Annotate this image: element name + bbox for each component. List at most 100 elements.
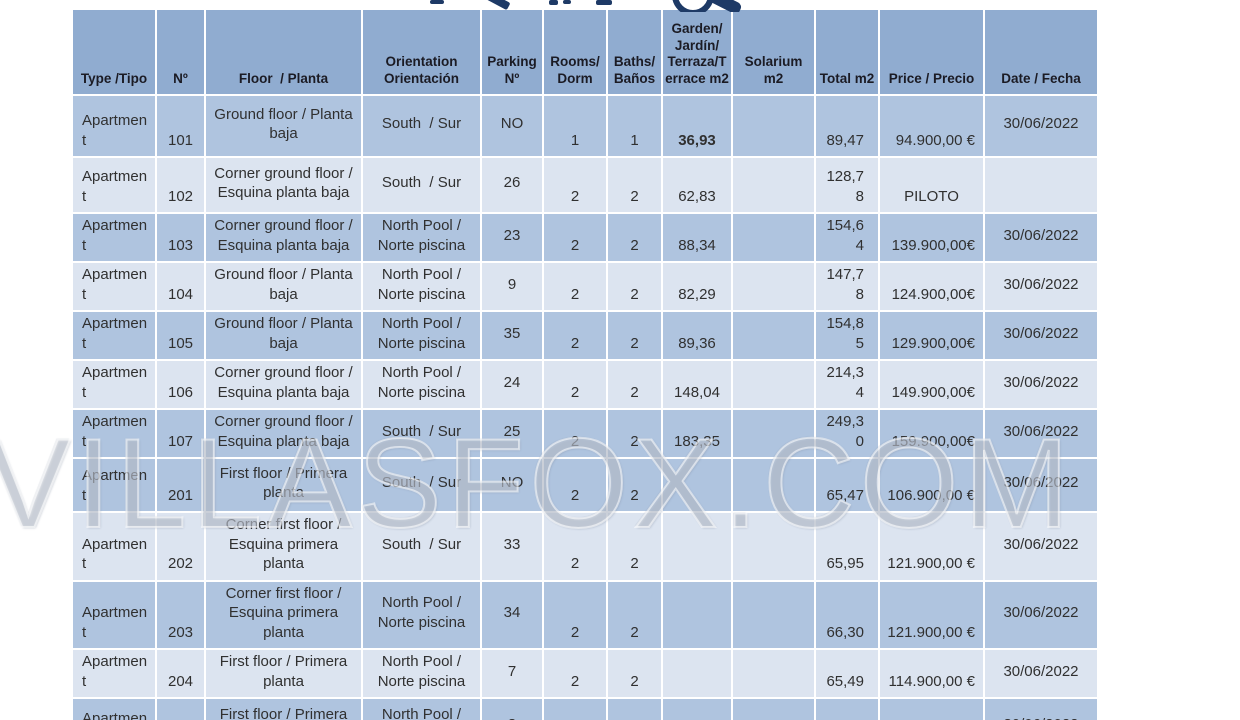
cell-garden: 88,34	[661, 212, 733, 263]
cell-date: 30/06/2022	[983, 310, 1099, 361]
logo-letter-fragment	[596, 0, 612, 5]
cell-num: 205	[155, 697, 206, 720]
cell-price: 129.900,00€	[878, 310, 985, 361]
cell-num: 204	[155, 648, 206, 699]
cell-solarium	[731, 359, 816, 410]
cell-price: 114.900,00 €	[878, 648, 985, 699]
cell-price: 139.900,00€	[878, 212, 985, 263]
cell-rooms: 2	[542, 408, 608, 459]
cell-price: 114.900,00 €	[878, 697, 985, 720]
cell-orientation: North Pool / Norte piscina	[361, 359, 482, 410]
cell-price: 121.900,00 €	[878, 511, 985, 582]
cell-date: 30/06/2022	[983, 511, 1099, 582]
cell-rooms: 2	[542, 648, 608, 699]
cell-solarium	[731, 648, 816, 699]
cell-orientation: North Pool / Norte piscina	[361, 697, 482, 720]
cell-num: 201	[155, 457, 206, 513]
cell-price: 149.900,00€	[878, 359, 985, 410]
cell-parking: 35	[480, 310, 544, 361]
cell-floor: Ground floor / Planta baja	[204, 310, 363, 361]
cell-baths: 1	[606, 94, 663, 158]
cell-baths: 2	[606, 408, 663, 459]
cell-orientation: South / Sur	[361, 94, 482, 158]
cell-rooms: 2	[542, 156, 608, 214]
cell-num: 103	[155, 212, 206, 263]
cell-date	[983, 156, 1099, 214]
cell-garden: 148,04	[661, 359, 733, 410]
cell-date: 30/06/2022	[983, 408, 1099, 459]
cell-garden	[661, 648, 733, 699]
cell-type: Apartment	[71, 156, 157, 214]
cell-solarium	[731, 212, 816, 263]
cell-solarium	[731, 261, 816, 312]
cell-date: 30/06/2022	[983, 261, 1099, 312]
cell-type: Apartment	[71, 359, 157, 410]
header-row: Type /Tipo Nº Floor / Planta Orientation Or…	[71, 8, 1099, 96]
cell-rooms: 2	[542, 579, 608, 650]
cell-garden	[661, 511, 733, 582]
table-row: Apartment205First floor / Primera planta…	[71, 697, 1099, 720]
col-header-type: Type /Tipo	[71, 8, 157, 96]
table-row: Apartment 203 Corner first floor / Esquina…	[71, 579, 1099, 650]
cell-rooms: 2	[542, 457, 608, 513]
cell-date: 30/06/2022	[983, 648, 1099, 699]
col-header-date: Date / Fecha	[983, 8, 1099, 96]
cell-garden	[661, 457, 733, 513]
table-row: Apartment 103 Corner ground floor / Esquin…	[71, 212, 1099, 263]
logo-letter-fragment	[485, 0, 511, 11]
cell-floor: Corner first floor / Esquina primera pla…	[204, 579, 363, 650]
col-header-parking: Parking Nº	[480, 8, 544, 96]
cell-baths: 2	[606, 156, 663, 214]
cell-floor: Corner first floor / Esquina primera pla…	[204, 511, 363, 582]
cell-total: 154,85	[814, 310, 880, 361]
cell-rooms: 2	[542, 359, 608, 410]
cell-orientation: South / Sur	[361, 156, 482, 214]
cell-num: 107	[155, 408, 206, 459]
cell-date: 30/06/2022	[983, 579, 1099, 650]
cell-parking: NO	[480, 457, 544, 513]
cell-garden: 62,83	[661, 156, 733, 214]
cell-solarium	[731, 408, 816, 459]
col-header-solarium: Solarium m2	[731, 8, 816, 96]
cell-solarium	[731, 579, 816, 650]
col-header-baths: Baths/ Baños	[606, 8, 663, 96]
logo-letter-fragment	[563, 0, 571, 4]
cell-garden: 89,36	[661, 310, 733, 361]
cell-orientation: North Pool / Norte piscina	[361, 648, 482, 699]
cell-num: 106	[155, 359, 206, 410]
table-row: Apartment 204 First floor / Primera planta…	[71, 648, 1099, 699]
cell-rooms: 2	[542, 697, 608, 720]
cell-price: 94.900,00 €	[878, 94, 985, 158]
cell-type: Apartment	[71, 408, 157, 459]
cell-type: Apartment	[71, 697, 157, 720]
cell-price: 124.900,00€	[878, 261, 985, 312]
cell-type: Apartment	[71, 94, 157, 158]
cell-floor: First floor / Primera planta	[204, 457, 363, 513]
cell-price: 159.900,00€	[878, 408, 985, 459]
cell-floor: Corner ground floor / Esquina planta baj…	[204, 212, 363, 263]
col-header-floor: Floor / Planta	[204, 8, 363, 96]
cell-type: Apartment	[71, 511, 157, 582]
cell-date: 30/06/2022	[983, 457, 1099, 513]
table-row: Apartment 105 Ground floor / Planta baja No…	[71, 310, 1099, 361]
cell-solarium	[731, 310, 816, 361]
cell-solarium	[731, 457, 816, 513]
col-header-orientation: Orientation Orientación	[361, 8, 482, 96]
cell-date: 30/06/2022	[983, 359, 1099, 410]
col-header-total: Total m2	[814, 8, 880, 96]
cell-parking: 34	[480, 579, 544, 650]
table-row: Apartment 102 Corner ground floor / Esquin…	[71, 156, 1099, 214]
cell-price: 121.900,00 €	[878, 579, 985, 650]
cell-orientation: North Pool / Norte piscina	[361, 212, 482, 263]
cell-type: Apartment	[71, 457, 157, 513]
cell-floor: Corner ground floor / Esquina planta baj…	[204, 156, 363, 214]
cell-num: 101	[155, 94, 206, 158]
cell-rooms: 1	[542, 94, 608, 158]
cell-rooms: 2	[542, 310, 608, 361]
col-header-price: Price / Precio	[878, 8, 985, 96]
cell-floor: Corner ground floor / Esquina planta baj…	[204, 359, 363, 410]
cell-type: Apartment	[71, 579, 157, 650]
magnifier-icon	[672, 0, 714, 12]
cell-garden: 82,29	[661, 261, 733, 312]
